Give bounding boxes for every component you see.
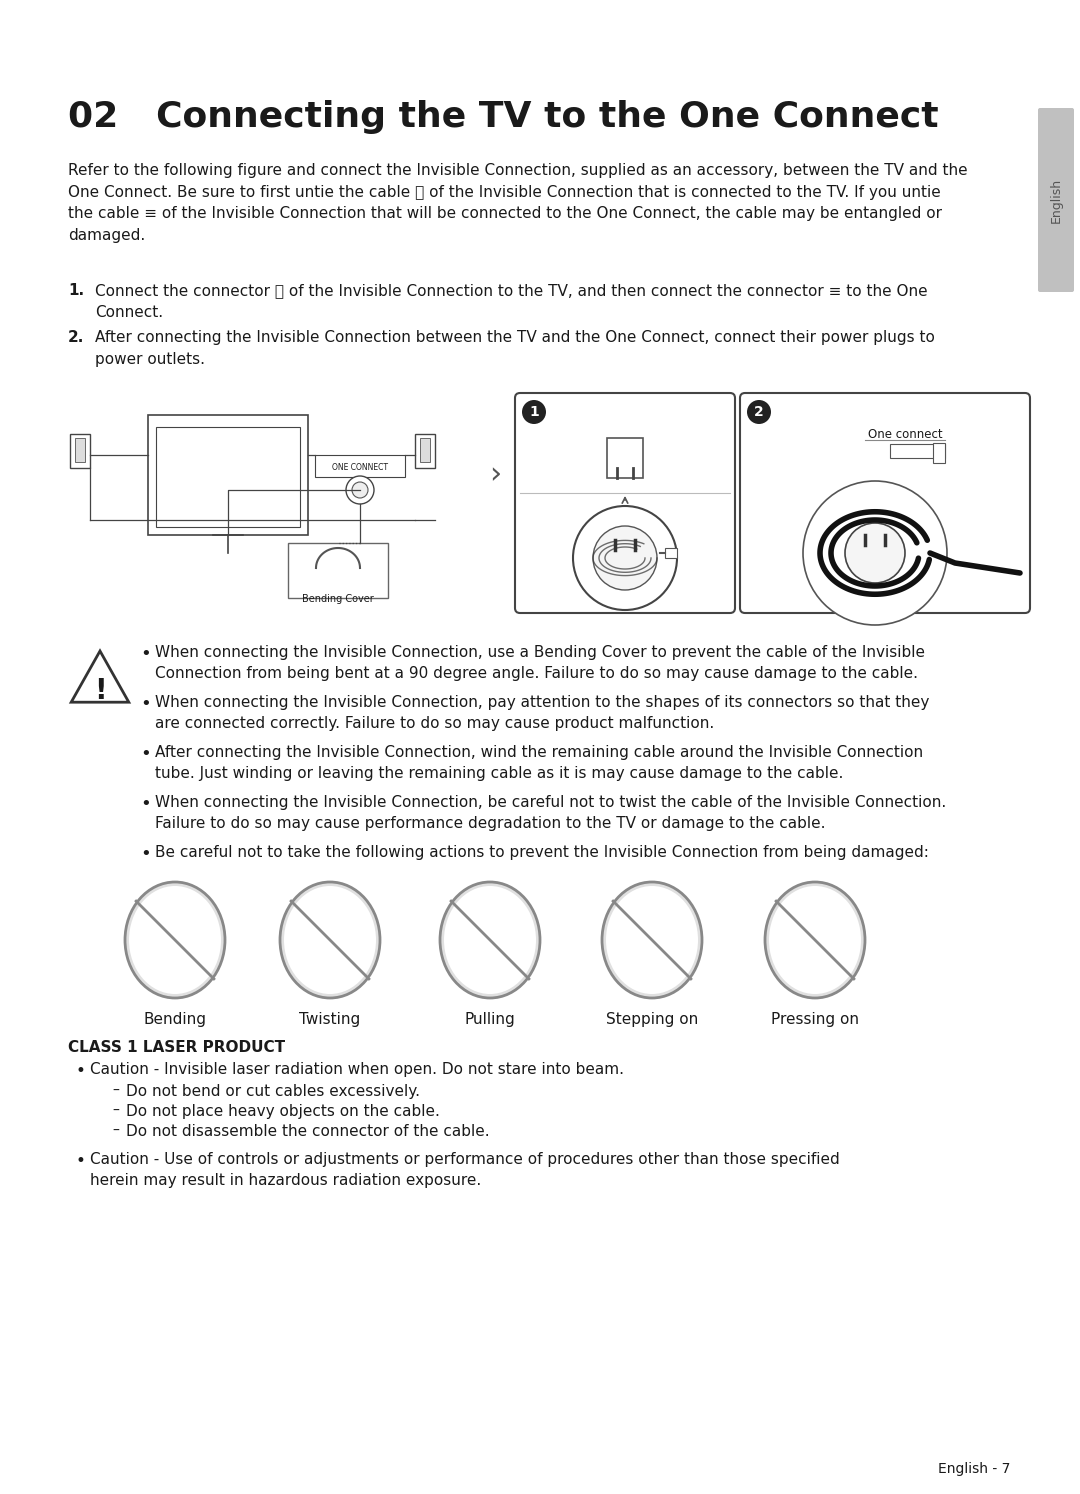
Ellipse shape [125,881,225,998]
Bar [933,444,945,463]
Ellipse shape [284,886,376,994]
Ellipse shape [444,886,536,994]
Text: Bending: Bending [144,1011,206,1026]
Bar [420,438,430,462]
FancyBboxPatch shape [1038,108,1074,291]
Ellipse shape [769,886,861,994]
Text: CLASS 1 LASER PRODUCT: CLASS 1 LASER PRODUCT [68,1040,285,1055]
Bar [75,438,85,462]
Text: Pressing on: Pressing on [771,1011,859,1026]
FancyBboxPatch shape [515,393,735,613]
Ellipse shape [602,881,702,998]
Ellipse shape [440,881,540,998]
Bar [665,548,677,557]
Ellipse shape [129,886,221,994]
Polygon shape [71,651,129,702]
Text: Refer to the following figure and connect the Invisible Connection, supplied as : Refer to the following figure and connec… [68,163,968,244]
Bar [148,415,308,535]
Circle shape [747,400,771,424]
Bar [70,433,90,468]
Text: •: • [140,645,151,663]
Text: When connecting the Invisible Connection, be careful not to twist the cable of t: When connecting the Invisible Connection… [156,795,946,831]
Text: Connect the connector ⓣ of the Invisible Connection to the TV, and then connect : Connect the connector ⓣ of the Invisible… [95,282,928,320]
Text: Be careful not to take the following actions to prevent the Invisible Connection: Be careful not to take the following act… [156,846,929,861]
Text: •: • [140,695,151,713]
Text: –: – [112,1104,119,1118]
Text: Stepping on: Stepping on [606,1011,698,1026]
Text: 2.: 2. [68,330,84,345]
Text: •: • [140,795,151,813]
Circle shape [352,483,368,498]
Text: Caution - Use of controls or adjustments or performance of procedures other than: Caution - Use of controls or adjustments… [90,1152,840,1188]
Bar [288,542,388,598]
Text: Do not disassemble the connector of the cable.: Do not disassemble the connector of the … [126,1123,489,1138]
Text: After connecting the Invisible Connection, wind the remaining cable around the I: After connecting the Invisible Connectio… [156,746,923,781]
Text: After connecting the Invisible Connection between the TV and the One Connect, co: After connecting the Invisible Connectio… [95,330,935,366]
Text: Do not place heavy objects on the cable.: Do not place heavy objects on the cable. [126,1104,440,1119]
Circle shape [593,526,657,590]
FancyBboxPatch shape [740,393,1030,613]
Text: English - 7: English - 7 [937,1463,1010,1476]
Bar [607,438,643,478]
Text: English: English [1050,178,1063,223]
Text: One connect: One connect [867,427,943,441]
Text: •: • [75,1152,85,1170]
Text: 1.: 1. [68,282,84,297]
Text: ONE CONNECT: ONE CONNECT [332,463,388,472]
Bar [156,427,300,527]
Text: When connecting the Invisible Connection, use a Bending Cover to prevent the cab: When connecting the Invisible Connection… [156,645,924,681]
Bar [315,456,405,477]
Text: •: • [140,846,151,864]
Text: •: • [75,1062,85,1080]
Circle shape [346,477,374,503]
Text: 2: 2 [754,405,764,418]
Text: –: – [112,1123,119,1138]
Text: Twisting: Twisting [299,1011,361,1026]
Text: ›: › [489,460,501,490]
Text: Do not bend or cut cables excessively.: Do not bend or cut cables excessively. [126,1085,420,1100]
Bar [890,444,945,459]
Circle shape [845,523,905,583]
Circle shape [522,400,546,424]
Circle shape [573,506,677,610]
Text: •: • [140,746,151,763]
Text: 1: 1 [529,405,539,418]
Text: Bending Cover: Bending Cover [302,595,374,604]
Ellipse shape [606,886,698,994]
Ellipse shape [280,881,380,998]
Circle shape [804,481,947,624]
Bar [415,433,435,468]
Text: !: ! [94,677,106,705]
Text: Caution - Invisible laser radiation when open. Do not stare into beam.: Caution - Invisible laser radiation when… [90,1062,624,1077]
Ellipse shape [765,881,865,998]
Text: When connecting the Invisible Connection, pay attention to the shapes of its con: When connecting the Invisible Connection… [156,695,930,731]
Text: –: – [112,1085,119,1098]
Text: 02   Connecting the TV to the One Connect: 02 Connecting the TV to the One Connect [68,100,939,134]
Text: Pulling: Pulling [464,1011,515,1026]
